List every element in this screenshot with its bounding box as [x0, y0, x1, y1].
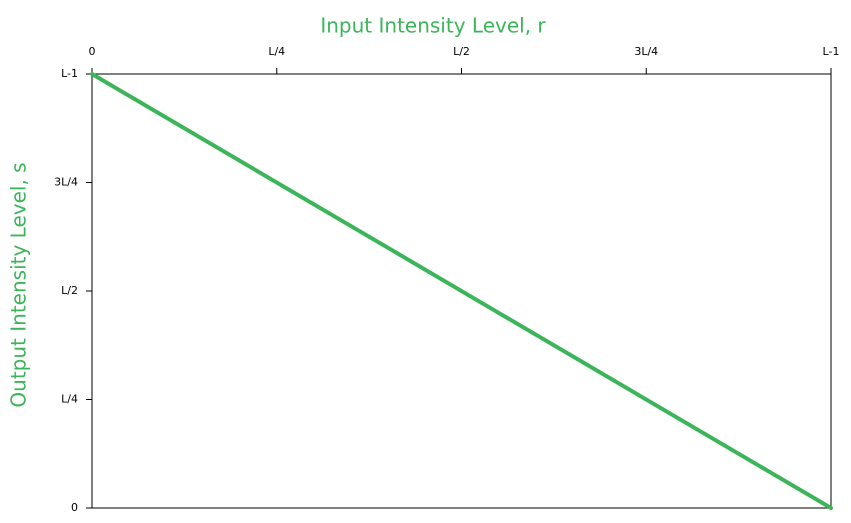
- y-tick-label: L-1: [61, 67, 78, 80]
- x-tick-label: 0: [89, 45, 96, 58]
- x-tick-label: 3L/4: [634, 45, 658, 58]
- y-tick-label: L/2: [61, 284, 78, 297]
- y-tick-label: 0: [71, 501, 78, 514]
- x-tick-label: L/2: [453, 45, 470, 58]
- y-tick-label: L/4: [61, 393, 78, 406]
- chart-title: Input Intensity Level, r: [320, 14, 546, 38]
- x-tick-label: L-1: [823, 45, 840, 58]
- line: [90, 72, 833, 510]
- y-tick-label: 3L/4: [54, 176, 78, 189]
- x-tick-label: L/4: [268, 45, 285, 58]
- y-axis-label: Output Intensity Level, s: [7, 162, 31, 407]
